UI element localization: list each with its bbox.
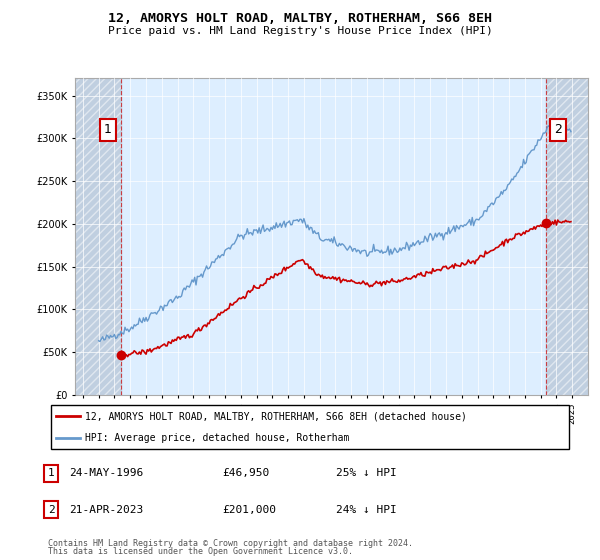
- Text: 2: 2: [47, 505, 55, 515]
- FancyBboxPatch shape: [50, 405, 569, 449]
- Text: 12, AMORYS HOLT ROAD, MALTBY, ROTHERHAM, S66 8EH: 12, AMORYS HOLT ROAD, MALTBY, ROTHERHAM,…: [108, 12, 492, 25]
- Bar: [545, 78, 600, 395]
- Text: 1: 1: [104, 123, 112, 136]
- Bar: [545, 78, 600, 395]
- Bar: [75, 78, 121, 395]
- Text: Contains HM Land Registry data © Crown copyright and database right 2024.: Contains HM Land Registry data © Crown c…: [48, 539, 413, 548]
- Bar: [75, 78, 121, 395]
- Text: Price paid vs. HM Land Registry's House Price Index (HPI): Price paid vs. HM Land Registry's House …: [107, 26, 493, 36]
- Text: This data is licensed under the Open Government Licence v3.0.: This data is licensed under the Open Gov…: [48, 547, 353, 556]
- Text: 24% ↓ HPI: 24% ↓ HPI: [336, 505, 397, 515]
- Text: 24-MAY-1996: 24-MAY-1996: [69, 468, 143, 478]
- Text: 2: 2: [554, 123, 562, 136]
- Text: £46,950: £46,950: [222, 468, 269, 478]
- Text: 12, AMORYS HOLT ROAD, MALTBY, ROTHERHAM, S66 8EH (detached house): 12, AMORYS HOLT ROAD, MALTBY, ROTHERHAM,…: [85, 411, 467, 421]
- Text: 1: 1: [47, 468, 55, 478]
- Text: 25% ↓ HPI: 25% ↓ HPI: [336, 468, 397, 478]
- Point: [116, 350, 125, 359]
- Text: HPI: Average price, detached house, Rotherham: HPI: Average price, detached house, Roth…: [85, 433, 349, 443]
- Text: 21-APR-2023: 21-APR-2023: [69, 505, 143, 515]
- Text: £201,000: £201,000: [222, 505, 276, 515]
- Point: [541, 218, 550, 227]
